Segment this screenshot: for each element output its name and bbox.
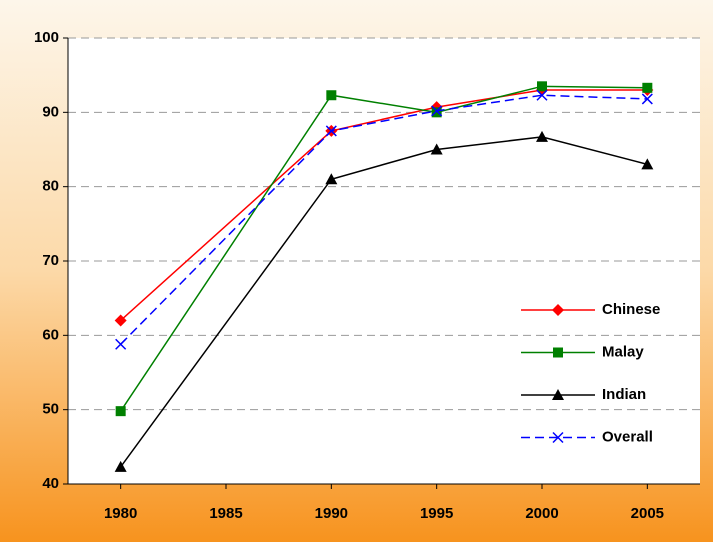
- y-tick-label: 60: [42, 326, 59, 343]
- x-tick-label: 1985: [209, 505, 242, 522]
- marker: [114, 314, 127, 327]
- legend-label: Overall: [602, 428, 653, 445]
- marker: [431, 105, 443, 117]
- legend-marker: [553, 347, 563, 358]
- marker: [536, 130, 548, 142]
- y-tick-label: 40: [42, 475, 59, 492]
- legend-label: Chinese: [602, 301, 660, 318]
- y-tick-label: 100: [34, 29, 59, 46]
- x-tick-label: 1995: [420, 505, 453, 522]
- y-tick-label: 70: [42, 252, 59, 269]
- marker: [536, 89, 548, 101]
- marker: [114, 460, 127, 472]
- marker: [431, 107, 442, 118]
- legend-label: Indian: [602, 386, 646, 403]
- marker: [430, 143, 443, 155]
- marker: [642, 82, 653, 93]
- x-tick-label: 1980: [104, 505, 137, 522]
- marker: [326, 90, 337, 101]
- legend-marker: [552, 431, 564, 444]
- marker: [325, 173, 338, 185]
- y-tick-label: 80: [42, 178, 59, 195]
- x-tick-label: 1990: [315, 505, 348, 522]
- y-tick-label: 50: [42, 401, 59, 418]
- x-tick-label: 2005: [631, 505, 664, 522]
- marker: [641, 93, 653, 105]
- marker: [325, 125, 337, 137]
- y-tick-label: 90: [42, 103, 59, 120]
- marker: [537, 81, 547, 92]
- marker: [115, 406, 126, 417]
- marker: [641, 158, 654, 170]
- marker: [115, 338, 127, 350]
- x-tick-label: 2000: [525, 505, 558, 522]
- legend-marker: [552, 304, 564, 316]
- legend-label: Malay: [602, 343, 644, 360]
- legend-marker: [552, 389, 564, 400]
